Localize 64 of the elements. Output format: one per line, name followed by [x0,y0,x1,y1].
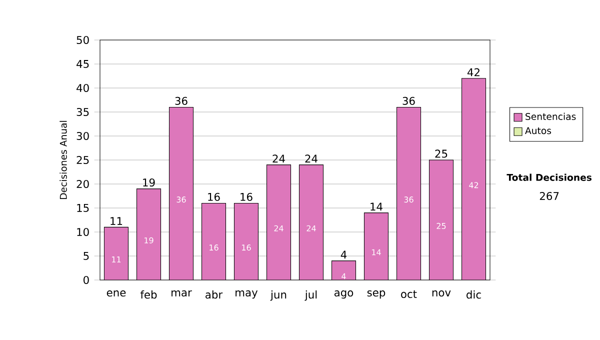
bar [364,212,388,280]
data-label: 24 [274,225,284,232]
total-label: 36 [402,96,415,105]
total-label: 36 [175,96,188,105]
bar [299,164,324,280]
y-tick-label: 50 [76,36,89,44]
y-tick-label: 30 [76,132,89,140]
legend-label: Sentencias [526,112,576,120]
total-label: 24 [305,154,318,163]
total-label: 16 [208,192,220,201]
data-label: 24 [306,225,316,232]
data-label: 4 [342,273,346,280]
data-label: 36 [404,196,414,203]
legend-label: Autos [525,127,552,134]
bar [332,260,356,280]
data-label: 16 [242,244,251,251]
y-tick-label: 45 [76,60,89,68]
y-tick-label: 40 [76,84,89,92]
y-tick-label: 10 [77,228,89,236]
data-label: 19 [144,237,154,244]
x-tick-label: nov [432,290,451,297]
x-tick-label: may [236,290,258,299]
bar [234,203,258,280]
x-tick-label: jul [304,290,317,301]
bar [169,107,194,280]
y-axis-title: Decisiones Anual [60,120,67,199]
x-tick-label: ene [106,290,126,297]
total-label: 19 [143,178,155,187]
text: 267 [540,192,559,200]
bar [266,164,291,280]
y-tick-label: 5 [84,252,89,260]
total-label: 25 [435,150,448,158]
total-label: 16 [240,192,252,201]
x-tick-label: dic [466,290,481,299]
bar [396,107,421,280]
x-tick-label: sep [367,290,386,299]
data-label: 11 [112,256,121,262]
total-label: 4 [340,250,347,259]
total-label: 14 [370,202,382,211]
data-label: 14 [372,249,381,256]
x-tick-label: feb [140,290,157,299]
bar [429,160,454,280]
y-tick-label: 35 [76,108,89,116]
data-label: 36 [176,196,186,203]
x-tick-label: abr [206,290,223,299]
y-tick-label: 25 [76,156,89,164]
x-tick-label: oct [401,290,417,298]
data-label: 25 [436,222,446,229]
bar [136,188,161,280]
data-label: 16 [210,244,218,251]
bar [461,78,486,280]
text: Total Decisiones [506,174,592,181]
total-label: 24 [272,154,285,163]
bar [202,203,226,280]
y-tick-label: 15 [77,204,89,212]
total-label: 11 [110,217,122,225]
x-tick-label: jun [270,290,286,301]
y-tick-label: 0 [84,276,89,284]
data-label: 42 [469,182,478,188]
bar [104,227,128,280]
x-tick-label: mar [172,290,192,297]
x-tick-label: ago [334,290,354,299]
y-tick-label: 20 [76,180,89,188]
total-label: 42 [467,68,480,76]
